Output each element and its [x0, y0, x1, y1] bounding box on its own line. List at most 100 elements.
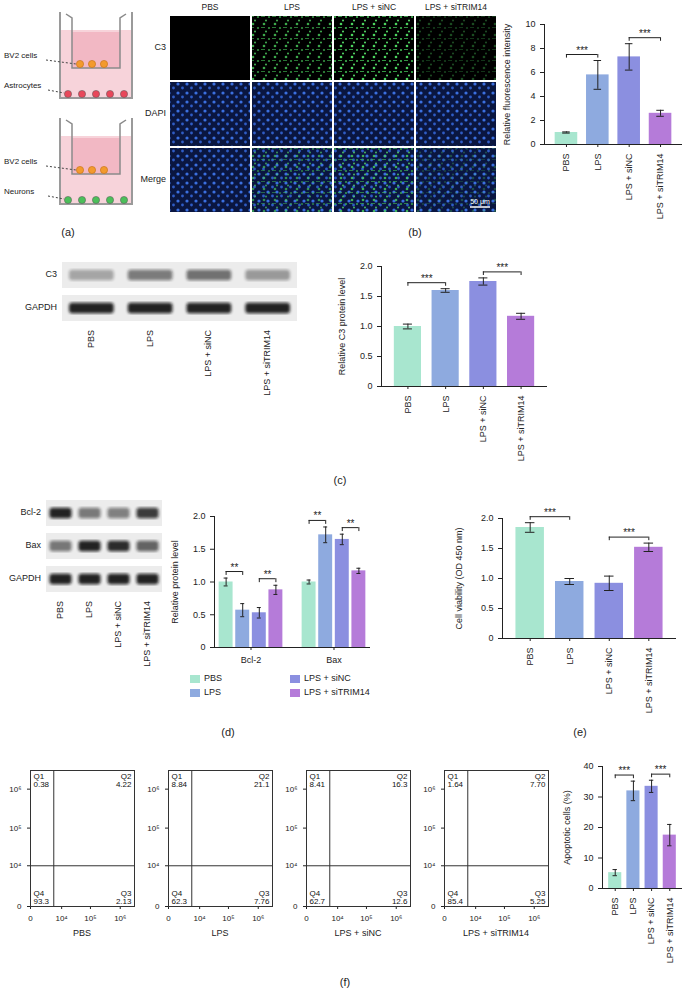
svg-text:Bax: Bax	[326, 655, 342, 665]
svg-text:PBS: PBS	[403, 396, 413, 414]
svg-text:**: **	[231, 562, 239, 573]
svg-text:1.0: 1.0	[193, 577, 206, 587]
svg-text:PBS: PBS	[610, 898, 620, 916]
svg-text:Q221.1: Q221.1	[254, 772, 270, 789]
svg-text:PBS: PBS	[55, 601, 65, 619]
svg-text:8: 8	[530, 43, 535, 53]
svg-text:0: 0	[155, 902, 160, 911]
svg-text:20: 20	[583, 822, 593, 832]
svg-text:Apoptotic cells (%): Apoptotic cells (%)	[562, 790, 572, 865]
svg-text:0: 0	[293, 902, 298, 911]
svg-text:Q35.25: Q35.25	[530, 889, 546, 906]
svg-text:10⁴: 10⁴	[147, 861, 160, 870]
svg-text:PBS: PBS	[86, 330, 96, 348]
svg-text:0: 0	[588, 883, 593, 893]
svg-text:10⁶: 10⁶	[390, 914, 402, 923]
svg-text:0: 0	[488, 633, 493, 643]
svg-text:10⁵: 10⁵	[84, 914, 96, 923]
svg-text:Q462.3: Q462.3	[172, 889, 188, 906]
svg-text:10⁶: 10⁶	[147, 785, 159, 794]
svg-text:Q18.84: Q18.84	[172, 772, 188, 789]
svg-text:0.5: 0.5	[360, 351, 373, 361]
svg-text:Q493.3: Q493.3	[34, 889, 50, 906]
svg-text:10: 10	[525, 19, 535, 29]
svg-text:10⁴: 10⁴	[285, 861, 298, 870]
svg-text:DAPI: DAPI	[145, 108, 166, 118]
svg-text:30: 30	[583, 792, 593, 802]
svg-text:Bcl-2: Bcl-2	[241, 655, 262, 665]
svg-text:LPS + siNC: LPS + siNC	[604, 647, 614, 694]
svg-text:10⁴: 10⁴	[423, 861, 436, 870]
svg-text:Astrocytes: Astrocytes	[4, 81, 41, 90]
svg-text:1.5: 1.5	[360, 291, 373, 301]
svg-text:10⁴: 10⁴	[9, 861, 22, 870]
svg-text:10⁶: 10⁶	[285, 785, 297, 794]
svg-text:10⁵: 10⁵	[423, 824, 435, 833]
svg-text:***: ***	[639, 28, 651, 39]
svg-text:4: 4	[530, 91, 535, 101]
svg-text:10: 10	[583, 853, 593, 863]
svg-text:Bcl-2: Bcl-2	[20, 507, 41, 517]
svg-text:10⁶: 10⁶	[9, 785, 21, 794]
svg-text:C3: C3	[45, 269, 57, 279]
svg-text:LPS + siTRIM14: LPS + siTRIM14	[142, 601, 152, 667]
svg-text:0.5: 0.5	[481, 603, 494, 613]
svg-text:***: ***	[623, 527, 635, 538]
svg-text:1.5: 1.5	[481, 543, 494, 553]
svg-text:BV2 cells: BV2 cells	[4, 51, 37, 60]
svg-text:0: 0	[442, 914, 447, 923]
svg-text:Merge: Merge	[140, 174, 166, 184]
svg-text:0: 0	[166, 914, 171, 923]
svg-text:***: ***	[655, 764, 667, 775]
svg-text:LPS: LPS	[145, 330, 155, 347]
svg-text:10⁶: 10⁶	[528, 914, 540, 923]
svg-text:Bax: Bax	[25, 540, 41, 550]
svg-text:Q37.76: Q37.76	[254, 889, 270, 906]
svg-text:LPS: LPS	[593, 154, 603, 171]
svg-text:10⁴: 10⁴	[193, 914, 206, 923]
svg-text:Q27.70: Q27.70	[530, 772, 546, 789]
svg-text:LPS + siTRIM14: LPS + siTRIM14	[665, 898, 675, 964]
svg-text:***: ***	[544, 507, 556, 518]
svg-text:10⁵: 10⁵	[9, 824, 21, 833]
svg-text:Q485.4: Q485.4	[448, 889, 464, 906]
svg-text:LPS + siNC: LPS + siNC	[203, 330, 213, 377]
svg-text:40: 40	[583, 761, 593, 771]
svg-text:10⁵: 10⁵	[147, 824, 159, 833]
svg-text:10⁶: 10⁶	[252, 914, 264, 923]
svg-text:***: ***	[576, 45, 588, 56]
svg-text:PBS: PBS	[561, 154, 571, 172]
svg-text:LPS + siNC: LPS + siNC	[646, 897, 656, 944]
svg-text:0.5: 0.5	[193, 610, 206, 620]
svg-text:1.5: 1.5	[193, 544, 206, 554]
svg-text:Q10.38: Q10.38	[34, 772, 50, 789]
svg-text:**: **	[264, 569, 272, 580]
svg-text:10⁶: 10⁶	[114, 914, 126, 923]
svg-text:1.0: 1.0	[481, 573, 494, 583]
svg-text:10⁴: 10⁴	[55, 914, 68, 923]
svg-text:LPS: LPS	[628, 898, 638, 915]
svg-text:***: ***	[421, 273, 433, 284]
svg-text:6: 6	[530, 67, 535, 77]
svg-text:Relative protein level: Relative protein level	[170, 540, 180, 624]
svg-text:10⁶: 10⁶	[423, 785, 435, 794]
svg-text:Q18.41: Q18.41	[310, 772, 326, 789]
svg-text:Q24.22: Q24.22	[116, 772, 132, 789]
svg-text:0: 0	[367, 381, 372, 391]
svg-text:LPS + siNC: LPS + siNC	[478, 395, 488, 442]
svg-text:0: 0	[530, 139, 535, 149]
svg-text:2.0: 2.0	[193, 511, 206, 521]
svg-text:PBS: PBS	[201, 2, 218, 12]
svg-text:BV2 cells: BV2 cells	[4, 157, 37, 166]
svg-text:LPS + siTRIM14: LPS + siTRIM14	[262, 330, 272, 396]
svg-text:C3: C3	[154, 42, 166, 52]
svg-text:Q32.13: Q32.13	[116, 889, 132, 906]
svg-text:10⁴: 10⁴	[469, 914, 482, 923]
svg-text:Neurons: Neurons	[4, 187, 34, 196]
svg-text:Q216.3: Q216.3	[392, 772, 408, 789]
svg-text:10⁴: 10⁴	[331, 914, 344, 923]
svg-text:2.0: 2.0	[360, 261, 373, 271]
svg-text:2: 2	[530, 115, 535, 125]
svg-text:10⁵: 10⁵	[360, 914, 372, 923]
svg-text:**: **	[347, 518, 355, 529]
